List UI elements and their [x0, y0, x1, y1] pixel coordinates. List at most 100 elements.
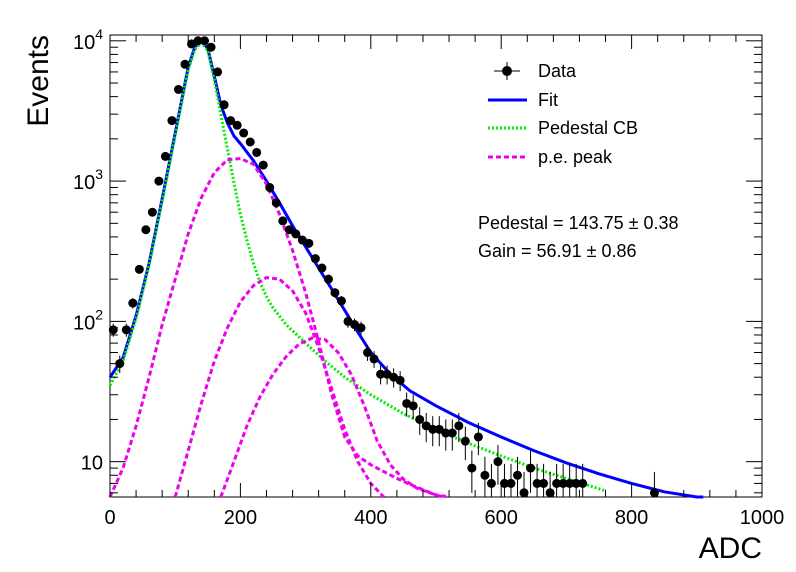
curves-layer — [108, 38, 704, 499]
data-point — [545, 488, 555, 498]
x-tick-label: 400 — [354, 507, 387, 529]
data-point — [252, 147, 262, 157]
data-point — [513, 470, 522, 480]
data-point — [408, 401, 418, 411]
data-point — [134, 264, 144, 274]
data-point — [454, 421, 464, 431]
data-point — [245, 137, 255, 147]
legend-label-pe-peak: p.e. peak — [538, 147, 613, 167]
data-point — [330, 288, 340, 298]
x-axis: 0 200 400 600 800 1000 — [104, 35, 784, 529]
data-point — [141, 225, 151, 235]
legend-entry-data: Data — [494, 61, 577, 81]
data-point — [565, 478, 575, 488]
legend-entry-pedestal: Pedestal CB — [488, 118, 638, 138]
legend-entry-pe-peak: p.e. peak — [488, 147, 613, 167]
data-point — [356, 323, 366, 333]
x-tick-label: 200 — [224, 507, 257, 529]
legend-label-pedestal: Pedestal CB — [538, 118, 638, 138]
x-tick-label: 600 — [485, 507, 518, 529]
data-point — [304, 238, 314, 248]
legend-label-fit: Fit — [538, 90, 558, 110]
data-point — [428, 424, 438, 434]
data-point — [441, 428, 451, 438]
data-point — [317, 263, 327, 273]
data-point — [310, 254, 320, 264]
curve-p-e-peak — [173, 276, 385, 499]
y-axis: 104 103 102 10 — [73, 26, 762, 494]
data-point — [160, 151, 170, 161]
data-point — [200, 36, 210, 46]
data-point — [206, 42, 216, 52]
data-point — [415, 414, 425, 424]
data-point — [571, 478, 581, 488]
data-point — [239, 128, 249, 138]
data-point — [480, 470, 490, 480]
data-point — [147, 207, 157, 217]
legend-entry-fit: Fit — [488, 90, 558, 110]
y-axis-title: Events — [22, 35, 55, 127]
plot-frame — [109, 34, 763, 498]
data-point — [486, 478, 496, 488]
data-point — [532, 478, 542, 488]
data-point — [363, 348, 373, 358]
legend-marker-data — [502, 66, 512, 76]
data-point — [173, 84, 183, 94]
legend: Data Fit Pedestal CB p.e. peak — [488, 61, 638, 167]
y-tick-label: 10 — [81, 453, 103, 475]
data-point — [284, 225, 294, 235]
y-tick-label: 102 — [73, 306, 103, 334]
data-point — [552, 478, 562, 488]
data-point — [395, 375, 405, 385]
data-point — [526, 463, 536, 473]
data-point — [226, 116, 236, 126]
x-tick-label: 0 — [104, 507, 115, 529]
data-point — [558, 478, 568, 488]
data-point — [539, 478, 549, 488]
data-point — [232, 120, 242, 130]
data-point — [499, 478, 509, 488]
data-point — [108, 325, 118, 335]
data-point — [115, 359, 125, 369]
data-point — [336, 296, 346, 306]
data-point — [447, 428, 457, 438]
x-tick-label: 1000 — [740, 507, 785, 529]
legend-label-data: Data — [538, 61, 577, 81]
y-tick-label: 103 — [73, 166, 103, 194]
data-point — [369, 354, 379, 364]
data-point — [219, 100, 229, 110]
data-point — [121, 325, 131, 335]
data-point — [291, 229, 301, 239]
data-point — [167, 116, 177, 126]
curve-pedestal-cb — [108, 40, 606, 493]
data-point — [649, 488, 659, 498]
curve-p-e-peak — [108, 156, 450, 499]
data-point — [154, 176, 164, 186]
data-point — [193, 36, 203, 46]
data-point — [434, 424, 444, 434]
data-point — [460, 436, 470, 446]
data-point — [578, 478, 588, 488]
data-point — [128, 298, 138, 308]
data-point — [376, 369, 386, 379]
data-point — [258, 160, 268, 170]
data-points-layer — [108, 36, 659, 498]
data-point — [473, 432, 483, 442]
curve-fit — [108, 38, 704, 499]
y-tick-label: 104 — [73, 26, 103, 54]
annotation-gain: Gain = 56.91 ± 0.86 — [478, 241, 637, 261]
x-tick-label: 800 — [615, 507, 648, 529]
data-point — [323, 274, 333, 284]
curve-p-e-peak — [219, 336, 443, 499]
data-point — [467, 463, 477, 473]
data-point — [278, 216, 288, 226]
data-point — [506, 478, 516, 488]
x-axis-title: ADC — [699, 532, 762, 565]
data-point — [180, 59, 190, 69]
data-point — [271, 198, 281, 208]
data-point — [213, 67, 223, 77]
data-point — [265, 183, 275, 193]
data-point — [493, 457, 503, 467]
annotation-pedestal: Pedestal = 143.75 ± 0.38 — [478, 213, 679, 233]
